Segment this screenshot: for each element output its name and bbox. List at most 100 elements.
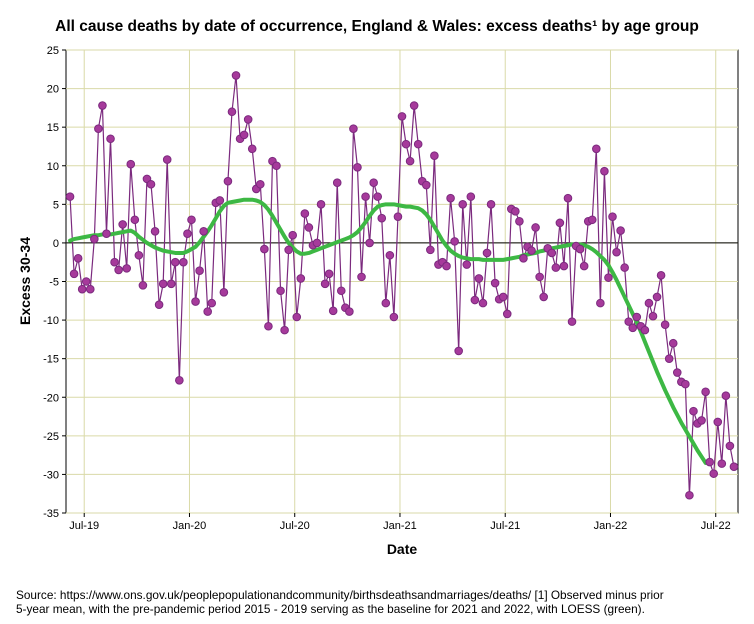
data-point — [247, 144, 257, 154]
data-point — [725, 441, 735, 451]
data-point — [450, 237, 459, 246]
data-point — [357, 272, 366, 282]
data-point — [656, 271, 666, 280]
data-point — [709, 469, 719, 478]
series-line-loess — [68, 197, 708, 465]
data-point — [195, 266, 204, 275]
data-point — [81, 277, 91, 286]
y-tick-label: 20 — [47, 84, 59, 96]
data-point — [608, 212, 617, 221]
x-tick-label: Jul-22 — [701, 520, 731, 532]
data-point — [478, 298, 488, 308]
data-point — [304, 223, 314, 232]
source-note: Source: https://www.ons.gov.uk/peoplepop… — [16, 588, 752, 616]
data-point — [685, 490, 694, 500]
data-point — [668, 338, 678, 348]
data-point — [421, 180, 431, 190]
data-point — [389, 312, 399, 322]
data-point — [353, 162, 362, 172]
data-point — [664, 354, 674, 363]
data-point — [689, 406, 698, 416]
data-point — [102, 229, 111, 238]
data-point — [559, 261, 569, 271]
data-point — [219, 288, 229, 297]
data-point — [462, 260, 472, 269]
x-tick-label: Jan-21 — [383, 520, 417, 532]
data-point — [260, 244, 269, 254]
data-point — [154, 300, 164, 309]
data-point — [498, 292, 508, 302]
data-point — [519, 254, 528, 263]
y-tick-label: -20 — [43, 392, 59, 404]
data-point — [397, 112, 407, 121]
y-tick-label: -35 — [43, 508, 59, 520]
data-point — [175, 375, 184, 385]
data-point — [264, 321, 273, 331]
data-point — [114, 265, 123, 275]
data-point — [430, 151, 439, 161]
data-point — [349, 124, 358, 134]
source-line-1: Source: https://www.ons.gov.uk/peoplepop… — [16, 588, 664, 602]
data-point — [183, 229, 192, 238]
y-axis: 25 20 15 10 5 0 -5 -10 -15 -20 -25 -30 -35 — [43, 45, 66, 520]
source-line-2: 5-year mean, with the pre-pandemic perio… — [16, 602, 645, 616]
data-point — [385, 250, 395, 260]
data-point — [579, 261, 589, 271]
data-point — [73, 254, 83, 263]
y-tick-label: -30 — [43, 469, 59, 481]
data-point — [77, 284, 87, 294]
data-point — [587, 215, 597, 225]
x-tick-label: Jan-20 — [173, 520, 207, 532]
data-point — [592, 144, 601, 154]
x-axis-label: Date — [386, 541, 418, 557]
data-point — [446, 193, 455, 203]
data-point — [231, 71, 241, 80]
data-point — [106, 134, 115, 144]
x-tick-label: Jul-19 — [69, 520, 99, 532]
data-point — [648, 311, 658, 321]
y-tick-label: -10 — [43, 315, 59, 327]
data-point — [612, 247, 621, 257]
data-point — [280, 325, 289, 335]
data-point — [276, 286, 285, 296]
data-point — [405, 156, 415, 166]
data-point — [94, 124, 103, 134]
y-tick-label: 15 — [47, 122, 59, 134]
x-tick-label: Jul-20 — [280, 520, 310, 532]
data-point — [596, 298, 605, 308]
data-point — [369, 178, 378, 188]
data-point — [126, 159, 136, 169]
data-point — [199, 227, 208, 236]
data-point — [223, 176, 233, 186]
data-point — [85, 284, 95, 294]
x-axis: Jul-19 Jan-20 Jul-20 Jan-21 Jul-21 Jan-22 Jul-… — [69, 513, 731, 532]
data-point — [146, 179, 156, 189]
x-tick-label: Jan-22 — [594, 520, 628, 532]
data-point — [515, 217, 524, 226]
data-point — [239, 130, 249, 140]
data-point — [482, 248, 492, 258]
data-point — [426, 245, 435, 255]
data-point — [401, 139, 411, 149]
data-point — [470, 295, 480, 305]
data-point — [652, 292, 662, 302]
data-point — [296, 274, 306, 283]
series-layer — [65, 71, 739, 500]
data-point — [697, 416, 706, 425]
data-point — [632, 312, 642, 322]
data-point — [393, 212, 403, 221]
chart-title: All cause deaths by date of occurrence, … — [55, 18, 699, 35]
data-point — [118, 220, 127, 229]
data-point — [502, 309, 512, 319]
data-point — [413, 139, 423, 149]
data-point — [567, 317, 577, 326]
data-point — [69, 269, 79, 279]
data-point — [365, 238, 374, 248]
data-point — [624, 317, 633, 326]
data-point — [300, 209, 310, 218]
data-point — [604, 273, 613, 282]
data-point — [312, 238, 322, 248]
data-point — [122, 264, 132, 273]
data-point — [158, 279, 168, 289]
